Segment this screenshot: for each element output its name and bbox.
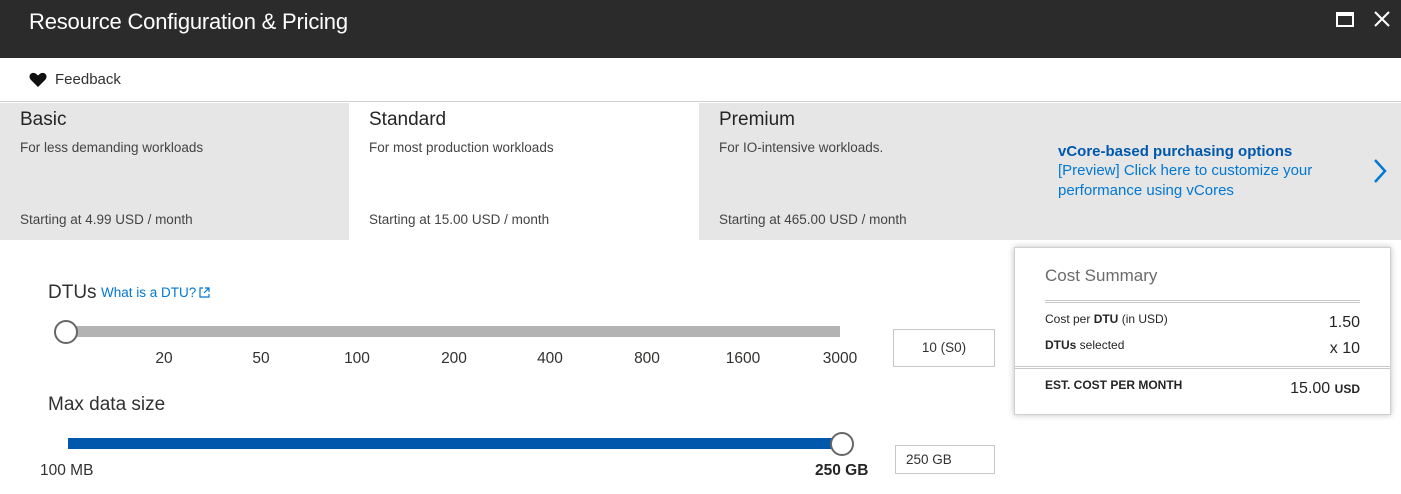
- feedback-label: Feedback: [55, 71, 121, 88]
- cost-summary-title: Cost Summary: [1045, 266, 1158, 285]
- divider: [1045, 300, 1360, 303]
- title-bar: Resource Configuration & Pricing: [0, 0, 1401, 58]
- vcore-title: vCore-based purchasing options: [1058, 143, 1293, 160]
- tier-price: Starting at 15.00 USD / month: [369, 212, 550, 227]
- dtu-tick: 200: [441, 350, 467, 367]
- cost-per-dtu-prefix: Cost per: [1045, 312, 1094, 326]
- maximize-button[interactable]: [1336, 12, 1356, 32]
- vcore-line2: performance using vCores: [1058, 182, 1234, 199]
- dtu-slider-track[interactable]: [66, 326, 840, 337]
- window-title: Resource Configuration & Pricing: [29, 9, 348, 34]
- close-icon: [1374, 11, 1390, 27]
- dtus-selected-label: DTUs selected: [1045, 338, 1124, 352]
- vcore-options-link[interactable]: vCore-based purchasing options [Preview]…: [1058, 143, 1358, 201]
- tier-price: Starting at 4.99 USD / month: [20, 212, 193, 227]
- cost-per-dtu-bold: DTU: [1093, 312, 1119, 326]
- tier-name: Premium: [719, 109, 796, 130]
- vcore-chevron-button[interactable]: [1372, 158, 1388, 189]
- est-cost-value-wrap: 15.00 USD: [1290, 380, 1360, 398]
- dtu-tick: 400: [537, 350, 563, 367]
- divider: [1015, 366, 1390, 369]
- vcore-line1: [Preview] Click here to customize your: [1058, 162, 1313, 179]
- heart-icon: [29, 72, 47, 87]
- feedback-button[interactable]: Feedback: [29, 71, 121, 88]
- toolbar: Feedback: [0, 58, 1401, 102]
- cost-per-dtu-label: Cost per DTU (in USD): [1045, 312, 1168, 326]
- external-link-icon: [199, 287, 210, 298]
- est-cost-value: 15.00: [1290, 380, 1331, 397]
- tier-premium[interactable]: Premium For IO-intensive workloads. Star…: [699, 103, 1401, 240]
- tier-description: For IO-intensive workloads.: [719, 140, 884, 155]
- tier-standard[interactable]: Standard For most production workloads S…: [349, 103, 699, 240]
- dtus-selected-row: DTUs selected x 10: [1045, 338, 1360, 357]
- dtu-tick: 50: [252, 350, 270, 367]
- dtu-tick: 20: [155, 350, 173, 367]
- dtu-tick: 800: [634, 350, 660, 367]
- tier-description: For less demanding workloads: [20, 140, 204, 155]
- dtu-value-input[interactable]: 10 (S0): [893, 329, 995, 367]
- dtu-slider-thumb[interactable]: [54, 320, 78, 344]
- dtus-selected-bold: DTUs: [1045, 338, 1077, 352]
- chevron-right-icon: [1374, 159, 1387, 183]
- max-size-slider-thumb[interactable]: [830, 432, 854, 456]
- maximize-icon: [1336, 12, 1354, 27]
- max-size-value-input[interactable]: 250 GB: [895, 445, 995, 474]
- tier-price: Starting at 465.00 USD / month: [719, 212, 907, 227]
- dtu-label: DTUs: [48, 282, 97, 303]
- tier-name: Standard: [369, 109, 447, 130]
- dtu-tick: 3000: [822, 350, 858, 367]
- dtu-tick: 1600: [725, 350, 761, 367]
- dtu-tick: 100: [344, 350, 370, 367]
- tier-name: Basic: [20, 109, 67, 130]
- what-is-dtu-text: What is a DTU?: [101, 285, 197, 300]
- cost-per-dtu-value: 1.50: [1328, 314, 1360, 331]
- cost-per-dtu-row: Cost per DTU (in USD) 1.50: [1045, 312, 1360, 331]
- max-size-slider-track[interactable]: [68, 438, 842, 449]
- cost-summary-panel: Cost Summary Cost per DTU (in USD) 1.50 …: [1014, 247, 1391, 415]
- est-cost-row: EST. COST PER MONTH 15.00 USD: [1045, 378, 1360, 397]
- est-cost-label: EST. COST PER MONTH: [1045, 378, 1183, 392]
- tier-description: For most production workloads: [369, 140, 554, 155]
- what-is-dtu-link[interactable]: What is a DTU?: [101, 285, 210, 300]
- dtus-selected-value: x 10: [1329, 340, 1360, 357]
- tier-basic[interactable]: Basic For less demanding workloads Start…: [0, 103, 349, 240]
- dtus-selected-suffix: selected: [1076, 338, 1125, 352]
- close-button[interactable]: [1373, 10, 1393, 30]
- max-size-label: Max data size: [48, 394, 166, 415]
- max-size-max-label: 250 GB: [815, 462, 869, 479]
- max-size-min-label: 100 MB: [40, 462, 94, 479]
- est-cost-unit: USD: [1334, 382, 1360, 396]
- cost-per-dtu-suffix: (in USD): [1118, 312, 1168, 326]
